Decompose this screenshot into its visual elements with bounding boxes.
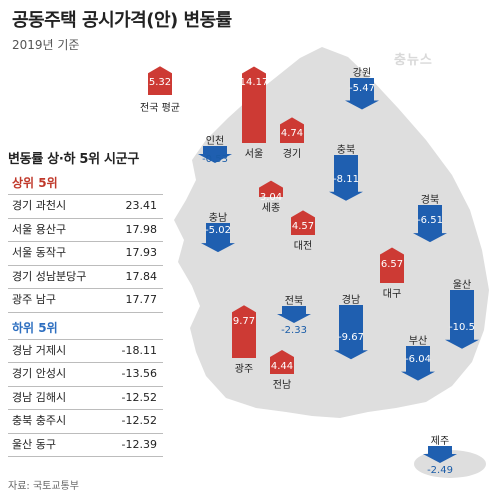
region-name-label: 광주 bbox=[234, 364, 254, 375]
bottom5-title: 하위 5위 bbox=[12, 320, 58, 335]
bar-value-label: 14.17 bbox=[239, 77, 269, 89]
row-region: 경남 김해시 bbox=[12, 390, 67, 404]
table-row: 울산 동구 -12.39 bbox=[8, 433, 163, 457]
row-value: 23.41 bbox=[125, 199, 158, 212]
region-name-label: 전북 bbox=[284, 296, 304, 307]
row-region: 광주 남구 bbox=[12, 293, 56, 306]
region-name-label: 충남 bbox=[208, 213, 228, 224]
row-value: 17.98 bbox=[125, 222, 158, 236]
bar-2 bbox=[280, 117, 304, 143]
bar-1 bbox=[242, 66, 266, 143]
row-value: 17.77 bbox=[125, 293, 158, 306]
region-name-label: 전남 bbox=[272, 380, 292, 391]
table-row: 경남 거제시 -18.11 bbox=[8, 338, 163, 363]
table-row: 충북 충주시 -12.52 bbox=[8, 410, 163, 434]
table-row: 경기 안성시 -13.56 bbox=[8, 363, 163, 387]
row-region: 경기 과천시 bbox=[12, 199, 67, 212]
region-name-label: 충북 bbox=[336, 145, 356, 156]
bar-value-label: -5.47 bbox=[349, 82, 375, 94]
bar-9 bbox=[277, 306, 311, 323]
table-row: 서울 동작구 17.93 bbox=[8, 242, 163, 266]
region-name-label: 경남 bbox=[341, 295, 361, 306]
bar-value-label: -2.33 bbox=[281, 325, 307, 336]
bar-value-label: 3.04 bbox=[259, 191, 283, 203]
bar-7 bbox=[259, 180, 283, 197]
bar-0 bbox=[148, 66, 172, 95]
region-name-label: 제주 bbox=[430, 436, 450, 447]
ranking-panel: 변동률 상·하 5위 시군구 상위 5위 경기 과천시 23.41 서울 용산구 17… bbox=[8, 148, 163, 457]
bar-14 bbox=[401, 346, 435, 381]
source-note: 자료: 국토교통부 bbox=[8, 481, 79, 492]
bar-4 bbox=[345, 78, 379, 110]
bar-value-label: -2.49 bbox=[427, 465, 453, 476]
bar-13 bbox=[334, 305, 368, 360]
bar-value-label: -5.02 bbox=[205, 225, 231, 237]
row-value: 17.84 bbox=[125, 269, 158, 283]
region-name-label: 경북 bbox=[420, 195, 440, 206]
row-value: 17.93 bbox=[125, 246, 158, 259]
region-name-label: 대구 bbox=[382, 289, 402, 300]
bar-5 bbox=[329, 155, 363, 201]
bar-17 bbox=[423, 446, 457, 463]
table-row: 경기 과천시 23.41 bbox=[8, 194, 163, 219]
page-subtitle: 2019년 기준 bbox=[12, 38, 80, 52]
row-value: -12.39 bbox=[121, 437, 157, 451]
row-value: -18.11 bbox=[121, 343, 157, 357]
bar-value-label: -10.5 bbox=[449, 321, 475, 333]
bar-6 bbox=[201, 223, 235, 253]
row-value: -12.52 bbox=[121, 390, 157, 404]
row-region: 경남 거제시 bbox=[12, 343, 67, 357]
row-region: 경기 안성시 bbox=[12, 367, 67, 380]
table-row: 서울 용산구 17.98 bbox=[8, 218, 163, 242]
region-name-label: 부산 bbox=[408, 336, 428, 347]
row-value: -13.56 bbox=[121, 367, 157, 380]
row-region: 울산 동구 bbox=[12, 437, 56, 451]
bar-value-label: -8.11 bbox=[333, 173, 359, 185]
bar-3 bbox=[198, 146, 232, 163]
bar-value-label: -6.04 bbox=[405, 353, 431, 365]
table-row: 광주 남구 17.77 bbox=[8, 289, 163, 313]
row-region: 서울 용산구 bbox=[12, 222, 67, 236]
region-name-label: 울산 bbox=[452, 280, 472, 291]
bar-value-label: -0.53 bbox=[202, 154, 228, 165]
bar-value-label: -6.51 bbox=[417, 215, 443, 227]
bar-10 bbox=[413, 205, 447, 243]
row-region: 서울 동작구 bbox=[12, 246, 67, 259]
bar-15 bbox=[232, 305, 256, 358]
bar-8 bbox=[291, 210, 315, 235]
bar-12 bbox=[445, 290, 479, 349]
top5-table: 경기 과천시 23.41 서울 용산구 17.98 서울 동작구 17.93 경기 성남분당… bbox=[8, 194, 163, 313]
bar-11 bbox=[380, 247, 404, 283]
watermark: 충뉴스 bbox=[394, 53, 433, 68]
bar-value-label: 9.77 bbox=[232, 316, 256, 328]
ranking-title: 변동률 상·하 5위 시군구 bbox=[8, 152, 140, 167]
bar-16 bbox=[270, 350, 294, 374]
region-name-label: 경기 bbox=[282, 149, 302, 160]
bar-value-label: 4.44 bbox=[270, 361, 294, 373]
row-region: 경기 성남분당구 bbox=[12, 269, 87, 283]
row-value: -12.52 bbox=[121, 414, 157, 427]
region-name-label: 전국 평균 bbox=[140, 103, 180, 114]
region-name-label: 대전 bbox=[293, 241, 313, 252]
table-row: 경기 성남분당구 17.84 bbox=[8, 265, 163, 289]
region-name-label: 강원 bbox=[352, 68, 372, 79]
top5-title: 상위 5위 bbox=[12, 176, 58, 190]
bottom5-table: 경남 거제시 -18.11 경기 안성시 -13.56 경남 김해시 -12.52 충북 충… bbox=[8, 338, 163, 457]
bar-value-label: 5.32 bbox=[148, 77, 172, 89]
region-name-label: 세종 bbox=[261, 203, 281, 214]
row-region: 충북 충주시 bbox=[12, 414, 67, 427]
bar-value-label: 4.57 bbox=[291, 221, 315, 233]
region-name-label: 인천 bbox=[205, 136, 225, 147]
bar-value-label: 4.74 bbox=[280, 128, 304, 140]
bar-value-label: -9.67 bbox=[338, 332, 364, 344]
page-title: 공동주택 공시가격(안) 변동률 bbox=[12, 10, 232, 31]
table-row: 경남 김해시 -12.52 bbox=[8, 386, 163, 410]
region-name-label: 서울 bbox=[244, 149, 264, 160]
bar-value-label: 6.57 bbox=[380, 258, 404, 270]
